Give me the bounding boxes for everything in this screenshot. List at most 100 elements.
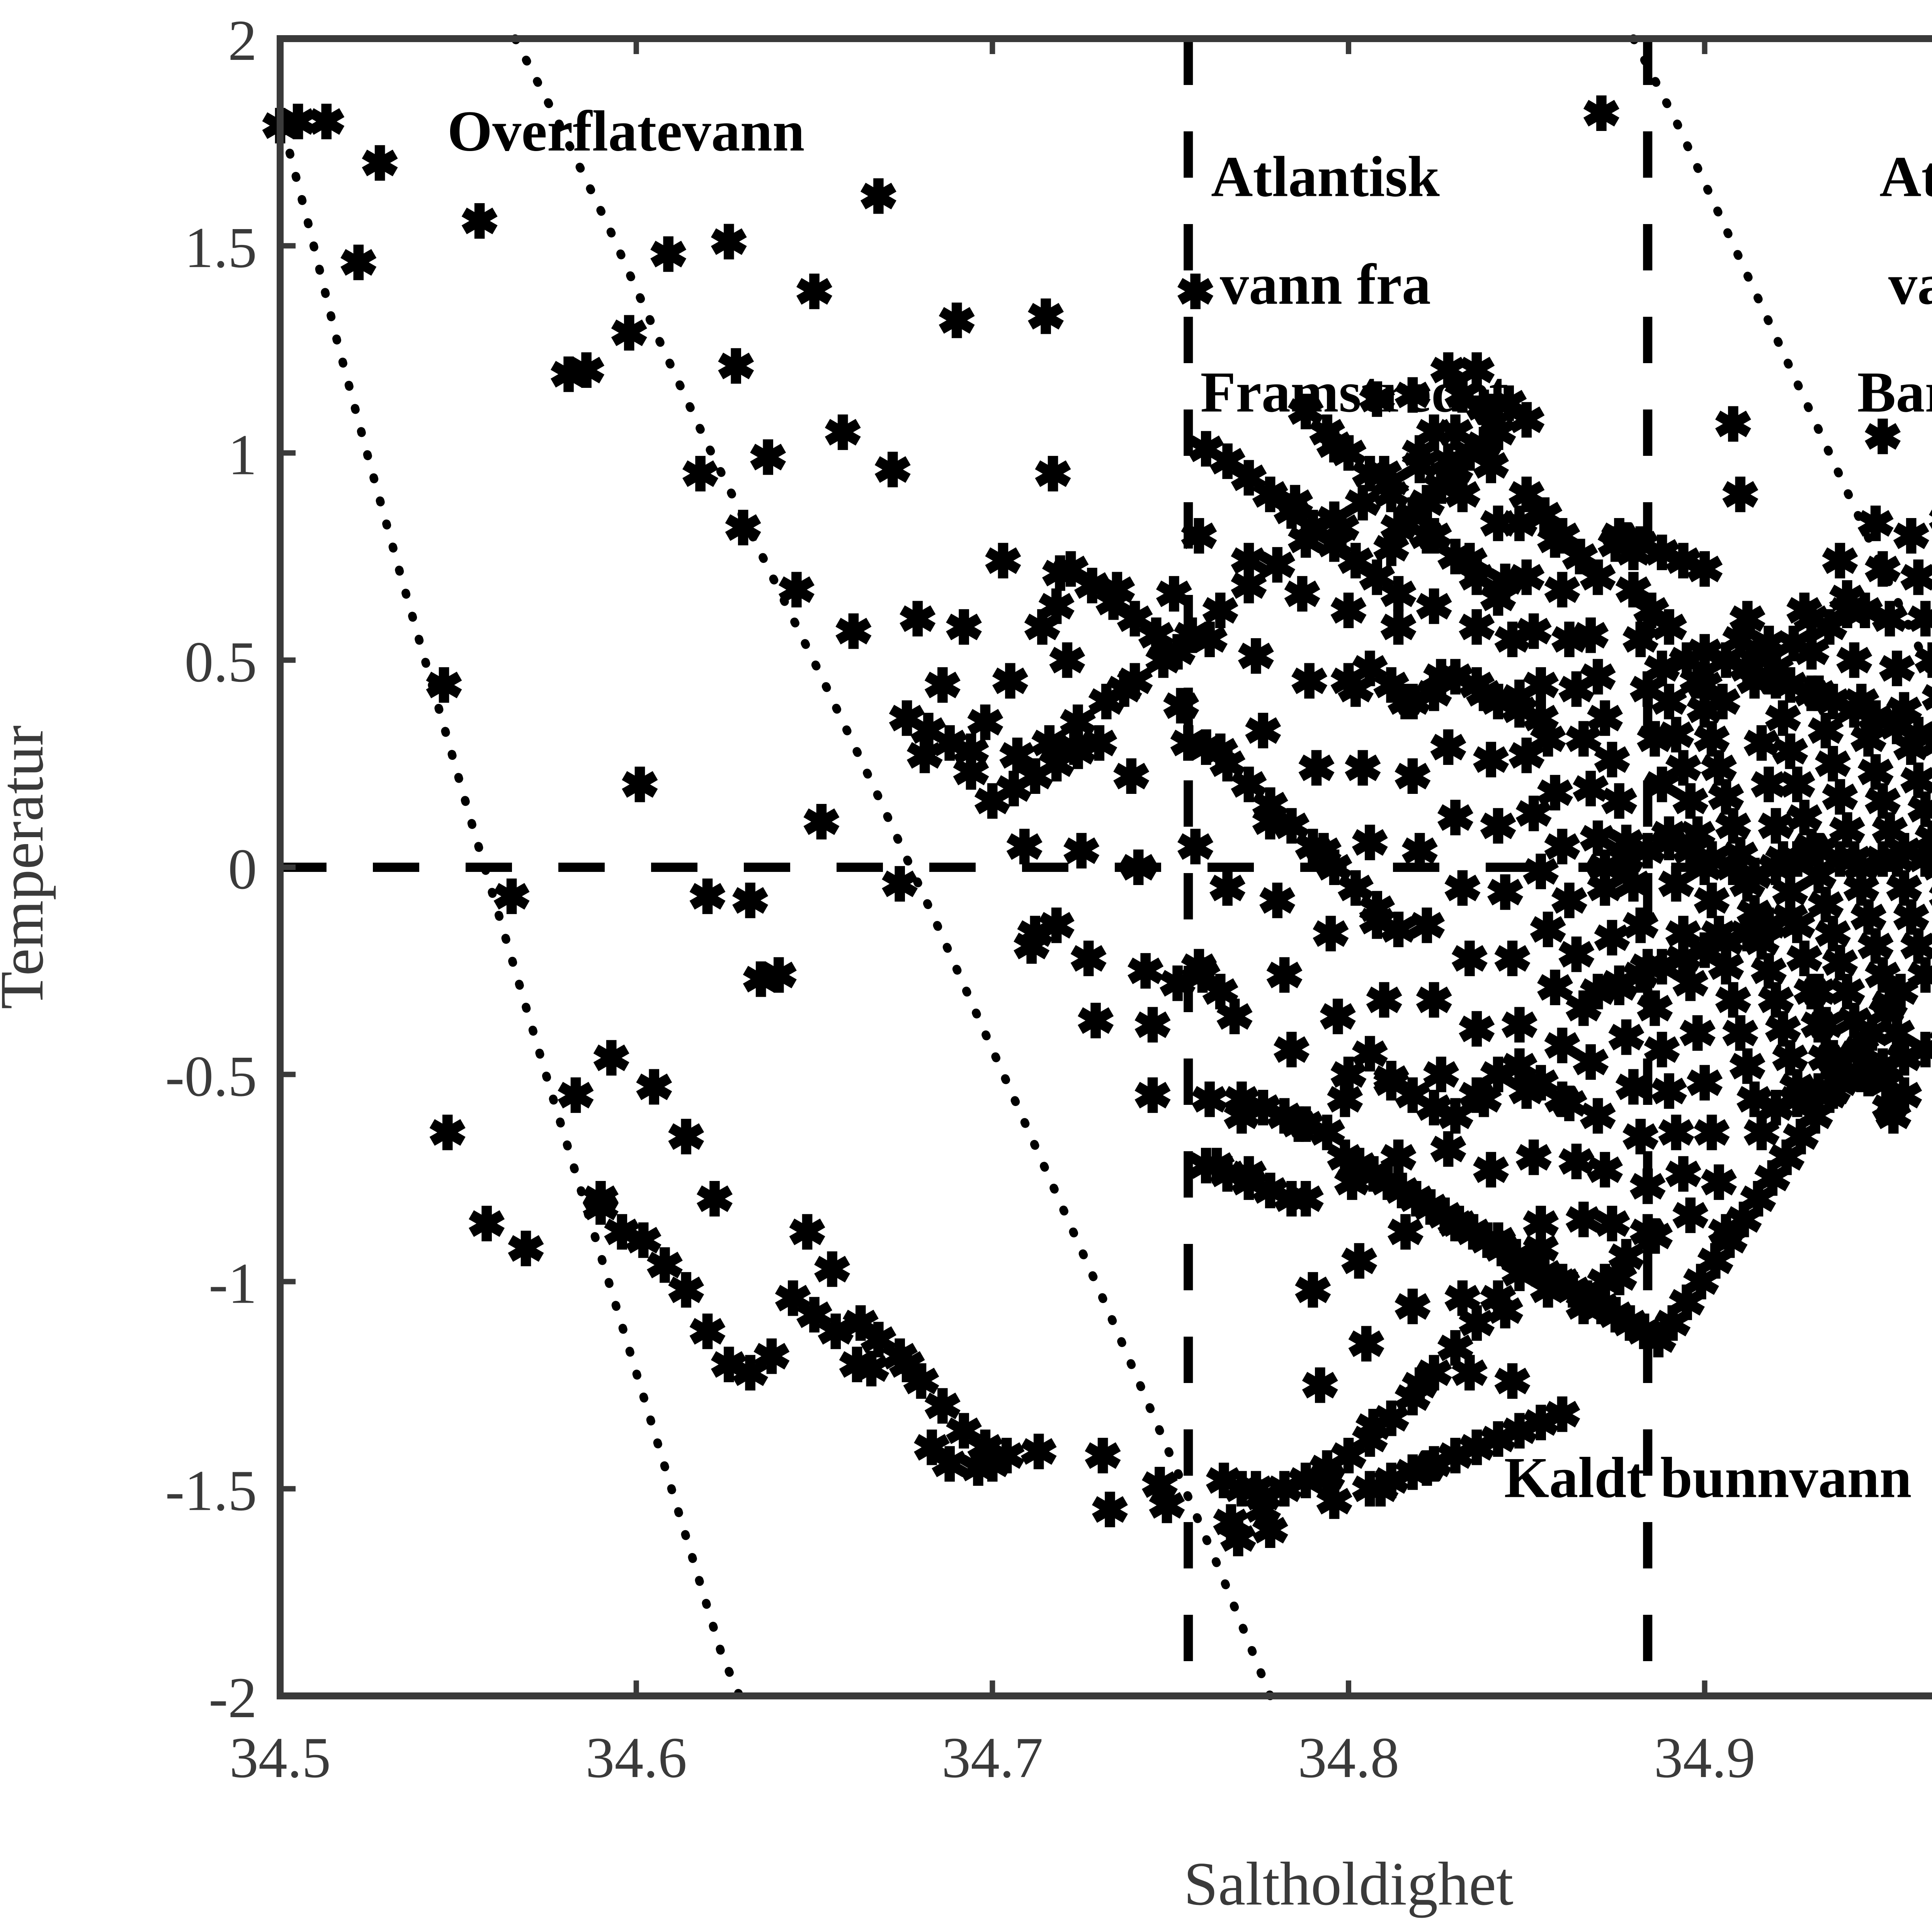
data-point	[1872, 601, 1908, 637]
data-point	[1907, 791, 1932, 827]
marker-stroke	[1209, 875, 1246, 902]
data-point	[1915, 642, 1932, 678]
data-point	[1238, 638, 1274, 674]
marker-stroke	[1017, 763, 1053, 790]
x-axis-title: Saltholdighet	[1184, 1849, 1513, 1918]
marker-stroke	[1444, 875, 1481, 902]
marker-stroke	[906, 742, 943, 769]
marker-stroke	[1494, 1368, 1531, 1395]
marker-stroke	[1509, 742, 1545, 769]
data-point	[1715, 982, 1751, 1018]
data-point	[1580, 559, 1616, 595]
marker-stroke	[1865, 423, 1901, 450]
marker-stroke	[611, 319, 647, 347]
data-point	[760, 957, 797, 993]
marker-stroke	[593, 1044, 629, 1071]
data-point	[1786, 800, 1823, 836]
data-point	[1416, 1355, 1452, 1391]
data-point	[1401, 435, 1438, 471]
marker-stroke	[1523, 858, 1559, 885]
marker-stroke	[1754, 1164, 1791, 1191]
marker-stroke	[775, 1284, 811, 1312]
y-tick-label: 2	[228, 8, 257, 73]
marker-stroke	[1451, 945, 1488, 972]
data-point	[1359, 891, 1395, 927]
marker-stroke	[1601, 787, 1637, 814]
data-point	[1879, 651, 1915, 686]
data-point	[362, 145, 398, 181]
data-point	[1345, 485, 1381, 521]
data-point	[1395, 1380, 1431, 1415]
data-point	[1494, 1363, 1531, 1399]
y-axis-title: Temperatur	[0, 725, 56, 1009]
data-point	[1063, 833, 1100, 869]
data-point	[1772, 899, 1808, 935]
marker-stroke	[1274, 1185, 1310, 1212]
data-point	[1886, 870, 1922, 906]
data-point	[1088, 684, 1124, 719]
data-point	[1644, 1031, 1680, 1067]
marker-stroke	[1679, 1019, 1716, 1047]
data-point	[1437, 1330, 1473, 1366]
data-point	[1209, 746, 1246, 782]
marker-stroke	[1120, 854, 1156, 881]
marker-stroke	[1776, 630, 1812, 657]
data-point	[1017, 916, 1053, 951]
data-point	[1274, 1031, 1310, 1067]
marker-stroke	[1544, 522, 1580, 549]
marker-stroke	[946, 1417, 982, 1444]
marker-stroke	[1765, 705, 1801, 732]
x-tick-label: 34.9	[1654, 1726, 1755, 1790]
data-point	[889, 700, 925, 736]
data-point	[1722, 476, 1759, 512]
data-point	[1829, 974, 1865, 1009]
data-point	[1537, 970, 1573, 1005]
marker-stroke	[493, 883, 530, 910]
marker-stroke	[1523, 705, 1559, 732]
data-point	[1444, 870, 1481, 906]
marker-stroke	[1683, 1268, 1719, 1295]
marker-stroke	[1651, 688, 1687, 715]
marker-stroke	[1587, 1156, 1623, 1183]
marker-stroke	[583, 1185, 619, 1212]
data-point	[1259, 882, 1296, 918]
marker-stroke	[469, 1210, 505, 1237]
marker-stroke	[1779, 846, 1815, 873]
data-point	[604, 1214, 640, 1250]
marker-stroke	[362, 150, 398, 177]
marker-stroke	[889, 705, 925, 732]
marker-stroke	[426, 671, 462, 698]
marker-stroke	[1629, 1218, 1666, 1245]
marker-stroke	[1437, 804, 1473, 831]
y-tick-label: 0.5	[185, 630, 257, 694]
marker-stroke	[1049, 647, 1085, 674]
data-point	[1395, 1288, 1431, 1324]
data-point	[1006, 829, 1043, 865]
marker-stroke	[1622, 962, 1659, 989]
data-point	[1665, 1156, 1701, 1192]
marker-stroke	[725, 514, 761, 541]
marker-stroke	[1437, 1102, 1473, 1130]
marker-stroke	[1359, 895, 1395, 922]
marker-stroke	[1395, 1459, 1431, 1486]
marker-stroke	[1836, 647, 1872, 674]
data-point	[711, 224, 747, 260]
data-point	[1565, 1288, 1602, 1324]
data-point	[732, 882, 769, 918]
marker-stroke	[1287, 398, 1324, 425]
data-point	[1865, 418, 1901, 454]
data-point	[1583, 95, 1619, 131]
data-point	[1049, 642, 1085, 678]
data-point	[1352, 456, 1388, 492]
data-point	[1380, 609, 1417, 645]
marker-stroke	[1701, 754, 1737, 782]
data-point	[1847, 593, 1883, 628]
data-point	[1594, 742, 1630, 778]
marker-stroke	[1401, 837, 1438, 864]
data-point	[1395, 497, 1431, 533]
marker-stroke	[1786, 945, 1823, 972]
marker-stroke	[1295, 1276, 1331, 1303]
marker-stroke	[1687, 696, 1723, 724]
marker-stroke	[1907, 605, 1932, 629]
marker-stroke	[1743, 729, 1780, 756]
